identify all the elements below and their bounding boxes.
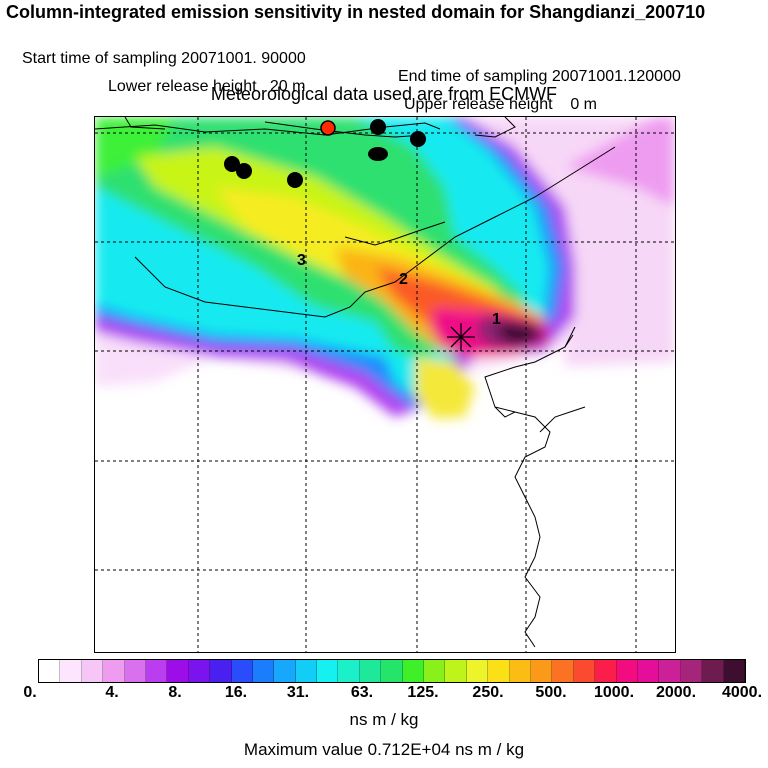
lower-release-text: Lower release height 20 m <box>108 78 306 95</box>
max-value-text: Maximum value 0.712E+04 ns m / kg <box>243 740 525 759</box>
colorbar-tick-label: 2000. <box>655 684 697 701</box>
colorbar-segment <box>39 660 61 682</box>
met-data-text: Meteorological data used are from ECMWF <box>210 84 558 104</box>
colorbar-segment <box>231 660 253 682</box>
colorbar-segment <box>637 660 660 682</box>
colorbar-segment <box>659 660 681 682</box>
colorbar-segment <box>616 660 638 682</box>
colorbar-segment <box>188 660 211 682</box>
colorbar-unit: ns m / kg <box>349 710 419 729</box>
cluster-label-3: 3 <box>297 252 306 269</box>
colorbar-tick-label: 1000. <box>593 684 635 701</box>
colorbar-segment <box>573 660 596 682</box>
colorbar-tick-label: 125. <box>407 684 439 701</box>
colorbar-segment <box>124 660 146 682</box>
colorbar-segment <box>488 660 510 682</box>
cluster-point-red <box>320 120 336 136</box>
cluster-label-1: 1 <box>492 311 501 328</box>
colorbar-tick-label: 4. <box>105 684 119 701</box>
colorbar-tick-label: 31. <box>286 684 310 701</box>
colorbar-segment <box>252 660 275 682</box>
colorbar-segment <box>552 660 574 682</box>
cluster-point <box>410 131 426 147</box>
plot-title: Column-integrated emission sensitivity i… <box>6 2 706 22</box>
sensitivity-field <box>95 117 675 419</box>
cluster-label-2: 2 <box>399 271 408 288</box>
colorbar-tick-label: 500. <box>535 684 567 701</box>
sampling-time-row: Start time of sampling 20071001. 90000 E… <box>0 32 768 86</box>
cluster-point <box>236 163 252 179</box>
colorbar-tick-label: 4000. <box>721 684 763 701</box>
colorbar-segment <box>595 660 617 682</box>
cluster-point <box>370 119 386 135</box>
end-time-text: End time of sampling 20071001.120000 <box>398 68 681 85</box>
colorbar-segment <box>680 660 703 682</box>
colorbar-segment <box>509 660 531 682</box>
colorbar-segment <box>402 660 425 682</box>
colorbar-tick-label: 250. <box>472 684 504 701</box>
colorbar-tick-label: 0. <box>23 684 37 701</box>
colorbar-segment <box>295 660 318 682</box>
colorbar-tick-label: 16. <box>224 684 248 701</box>
colorbar-segment <box>424 660 446 682</box>
cluster-point <box>224 156 240 172</box>
colorbar <box>38 659 746 683</box>
colorbar-ticks: 0. 4. 8. 16. 31. 63. 125. 250. 500. 1000. 2000. 400… <box>0 684 768 704</box>
cluster-points <box>224 119 426 188</box>
colorbar-segment <box>530 660 553 682</box>
colorbar-segment <box>723 660 745 682</box>
colorbar-segment <box>381 660 403 682</box>
colorbar-segment <box>210 660 232 682</box>
colorbar-segment <box>81 660 104 682</box>
colorbar-segment <box>60 660 82 682</box>
colorbar-segment <box>702 660 724 682</box>
map-svg: 1 2 3 <box>95 117 675 652</box>
start-time-text: Start time of sampling 20071001. 90000 <box>22 50 306 67</box>
grid-lines <box>95 117 675 652</box>
colorbar-segment <box>317 660 339 682</box>
colorbar-segment <box>167 660 189 682</box>
release-height-row: Lower release height 20 m Upper release … <box>0 60 768 114</box>
cluster-point <box>287 172 303 188</box>
colorbar-tick-label: 8. <box>168 684 182 701</box>
colorbar-segment <box>145 660 168 682</box>
colorbar-tick-label: 63. <box>350 684 374 701</box>
colorbar-segment <box>466 660 489 682</box>
colorbar-segment <box>103 660 125 682</box>
map-panel: 1 2 3 <box>94 116 676 653</box>
station-marker <box>447 323 475 351</box>
colorbar-segment <box>359 660 382 682</box>
upper-release-text: Upper release height 0 m <box>404 96 597 113</box>
colorbar-segment <box>338 660 360 682</box>
colorbar-segment <box>274 660 296 682</box>
colorbar-segment <box>445 660 467 682</box>
cluster-point <box>368 147 388 161</box>
